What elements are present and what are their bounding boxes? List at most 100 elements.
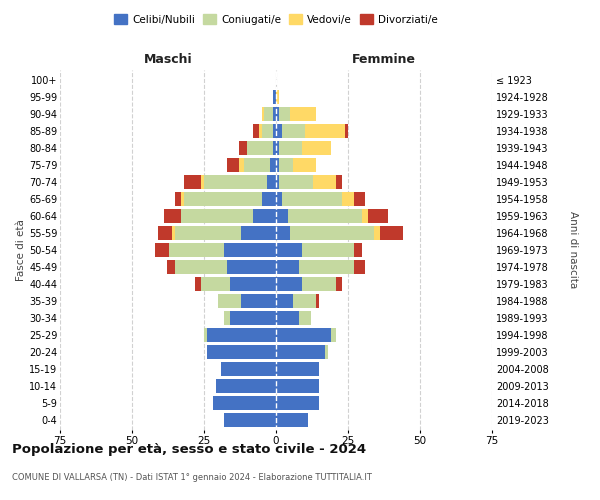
Bar xyxy=(276,209,287,223)
Bar xyxy=(169,243,224,257)
Bar xyxy=(212,396,276,410)
Bar xyxy=(253,209,276,223)
Bar xyxy=(273,107,276,121)
Bar xyxy=(276,328,331,342)
Bar xyxy=(224,413,276,427)
Bar xyxy=(270,158,276,172)
Bar xyxy=(276,243,302,257)
Bar xyxy=(273,141,276,155)
Bar xyxy=(276,175,279,189)
Bar xyxy=(354,260,365,274)
Bar xyxy=(184,175,201,189)
Bar xyxy=(227,158,239,172)
Bar xyxy=(276,158,279,172)
Bar xyxy=(276,294,293,308)
Bar xyxy=(276,226,290,240)
Bar xyxy=(265,107,273,121)
Bar xyxy=(155,243,169,257)
Bar xyxy=(276,141,279,155)
Text: Maschi: Maschi xyxy=(143,53,193,66)
Bar xyxy=(273,90,276,104)
Bar xyxy=(262,107,265,121)
Bar xyxy=(276,107,279,121)
Bar xyxy=(181,192,184,206)
Bar xyxy=(164,209,181,223)
Bar xyxy=(276,311,299,325)
Bar xyxy=(230,277,276,291)
Bar xyxy=(253,124,259,138)
Bar xyxy=(293,158,316,172)
Bar xyxy=(201,175,204,189)
Bar xyxy=(368,209,388,223)
Bar xyxy=(184,192,262,206)
Bar xyxy=(290,107,316,121)
Bar xyxy=(299,311,311,325)
Bar xyxy=(262,192,276,206)
Bar xyxy=(276,192,282,206)
Bar xyxy=(239,158,244,172)
Bar xyxy=(282,192,342,206)
Bar xyxy=(204,328,207,342)
Bar xyxy=(175,226,241,240)
Bar xyxy=(276,379,319,393)
Bar xyxy=(224,311,230,325)
Bar xyxy=(287,209,362,223)
Bar xyxy=(299,260,354,274)
Bar xyxy=(380,226,403,240)
Bar xyxy=(279,107,290,121)
Bar xyxy=(276,362,319,376)
Bar xyxy=(268,175,276,189)
Bar xyxy=(207,328,276,342)
Bar xyxy=(175,260,227,274)
Bar xyxy=(290,226,374,240)
Bar xyxy=(244,158,270,172)
Text: Femmine: Femmine xyxy=(352,53,416,66)
Legend: Celibi/Nubili, Coniugati/e, Vedovi/e, Divorziati/e: Celibi/Nubili, Coniugati/e, Vedovi/e, Di… xyxy=(110,10,442,29)
Bar xyxy=(325,345,328,359)
Bar xyxy=(279,158,293,172)
Bar xyxy=(279,175,313,189)
Text: Popolazione per età, sesso e stato civile - 2024: Popolazione per età, sesso e stato civil… xyxy=(12,442,366,456)
Bar xyxy=(167,260,175,274)
Bar xyxy=(230,311,276,325)
Bar xyxy=(282,124,305,138)
Bar xyxy=(313,175,337,189)
Bar xyxy=(218,294,241,308)
Bar xyxy=(362,209,368,223)
Bar xyxy=(196,277,201,291)
Bar xyxy=(259,124,262,138)
Bar xyxy=(276,396,319,410)
Bar xyxy=(181,209,253,223)
Bar xyxy=(316,294,319,308)
Bar xyxy=(276,260,299,274)
Bar xyxy=(337,175,342,189)
Y-axis label: Fasce di età: Fasce di età xyxy=(16,219,26,281)
Bar xyxy=(276,90,279,104)
Bar xyxy=(241,226,276,240)
Bar xyxy=(201,277,230,291)
Bar xyxy=(354,243,362,257)
Bar xyxy=(293,294,316,308)
Bar xyxy=(241,294,276,308)
Bar xyxy=(276,124,282,138)
Bar xyxy=(305,124,345,138)
Bar xyxy=(227,260,276,274)
Bar xyxy=(337,277,342,291)
Bar xyxy=(262,124,273,138)
Bar xyxy=(302,243,354,257)
Bar xyxy=(276,345,325,359)
Bar xyxy=(302,277,337,291)
Bar xyxy=(331,328,337,342)
Bar xyxy=(354,192,365,206)
Bar xyxy=(302,141,331,155)
Bar xyxy=(276,413,308,427)
Bar xyxy=(247,141,273,155)
Bar xyxy=(239,141,247,155)
Bar xyxy=(279,141,302,155)
Y-axis label: Anni di nascita: Anni di nascita xyxy=(568,212,578,288)
Bar xyxy=(374,226,380,240)
Bar xyxy=(224,243,276,257)
Bar xyxy=(345,124,348,138)
Bar xyxy=(276,277,302,291)
Bar xyxy=(158,226,172,240)
